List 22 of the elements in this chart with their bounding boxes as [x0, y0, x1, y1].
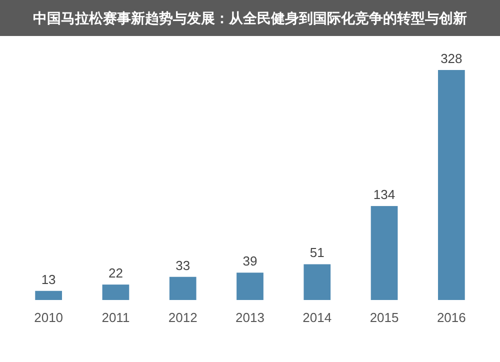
- x-tick-label: 2013: [236, 310, 264, 325]
- data-label: 134: [373, 187, 396, 202]
- data-label: 33: [176, 258, 190, 273]
- bar: [236, 272, 264, 300]
- x-tick-label: 2012: [168, 310, 198, 325]
- bar: [304, 264, 331, 300]
- data-label: 13: [41, 272, 56, 287]
- x-tick-label: 2015: [370, 310, 399, 325]
- x-tick-label: 2016: [436, 310, 466, 325]
- bar: [438, 70, 465, 300]
- x-tick-label: 2014: [302, 310, 332, 325]
- x-tick-label: 2010: [34, 310, 64, 325]
- data-label: 39: [242, 254, 258, 269]
- bar: [370, 206, 398, 300]
- data-label: 51: [310, 245, 324, 260]
- chart-title: 中国马拉松赛事新趋势与发展：从全民健身到国际化竞争的转型与创新: [33, 10, 467, 26]
- data-label: 22: [108, 266, 123, 281]
- bar: [169, 276, 196, 300]
- bar: [102, 284, 130, 300]
- bar: [35, 290, 62, 300]
- data-label: 328: [440, 51, 462, 66]
- x-tick-label: 2011: [102, 310, 130, 325]
